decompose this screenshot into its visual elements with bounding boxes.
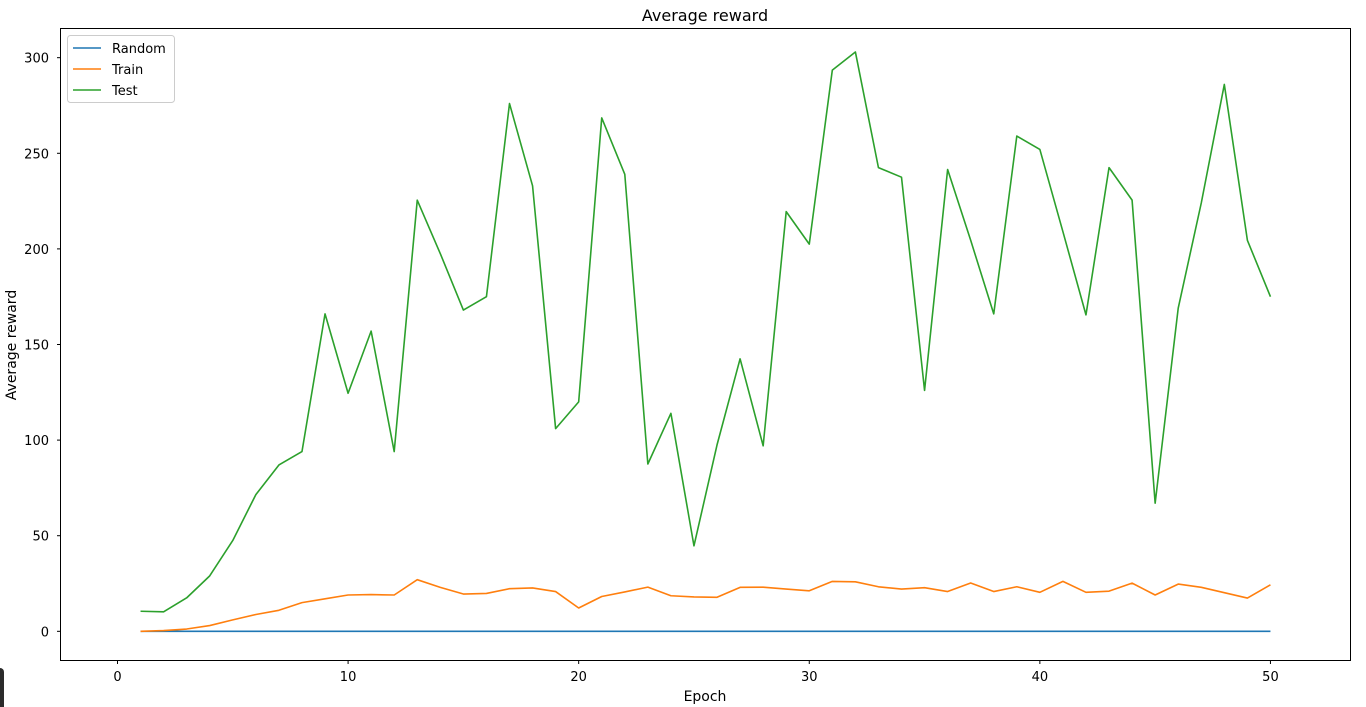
- plot-area: [60, 28, 1351, 661]
- y-tick-label: 0: [41, 625, 49, 640]
- chart-title: Average reward: [642, 6, 768, 25]
- series-lines: [140, 51, 1272, 633]
- legend-box: [67, 35, 175, 103]
- window-edge-tab: [0, 668, 4, 707]
- series-train: [140, 578, 1271, 633]
- legend-item-train: Train: [73, 63, 143, 78]
- x-tick-label: 20: [570, 670, 587, 685]
- y-axis-label: Average reward: [4, 290, 20, 400]
- x-tick-label: 40: [1032, 670, 1049, 685]
- legend: Random Train Test: [67, 35, 175, 103]
- legend-label: Random: [112, 42, 166, 57]
- x-tick-label: 10: [340, 670, 357, 685]
- series-line-train: [140, 578, 1271, 633]
- y-tick-label: 300: [24, 52, 49, 67]
- y-tick-label: 200: [24, 243, 49, 258]
- legend-label: Test: [111, 84, 138, 99]
- legend-label: Train: [111, 63, 143, 78]
- legend-item-test: Test: [73, 84, 138, 99]
- x-tick-label: 50: [1262, 670, 1279, 685]
- y-tick-label: 150: [24, 339, 49, 354]
- axes-frame: [60, 28, 1351, 661]
- y-tick-label: 50: [32, 530, 49, 545]
- y-axis-ticks: 0 50 100 150 200 250 300: [24, 52, 61, 640]
- x-tick-label: 0: [113, 670, 121, 685]
- x-tick-label: 30: [801, 670, 818, 685]
- series-test: [140, 51, 1272, 613]
- legend-item-random: Random: [73, 42, 166, 57]
- legend-items: Random Train Test: [73, 42, 166, 99]
- y-tick-label: 250: [24, 147, 49, 162]
- x-axis-ticks: 0 10 20 30 40 50: [113, 660, 1279, 685]
- x-axis-label: Epoch: [684, 689, 727, 705]
- series-line-test: [140, 51, 1272, 613]
- y-tick-label: 100: [24, 434, 49, 449]
